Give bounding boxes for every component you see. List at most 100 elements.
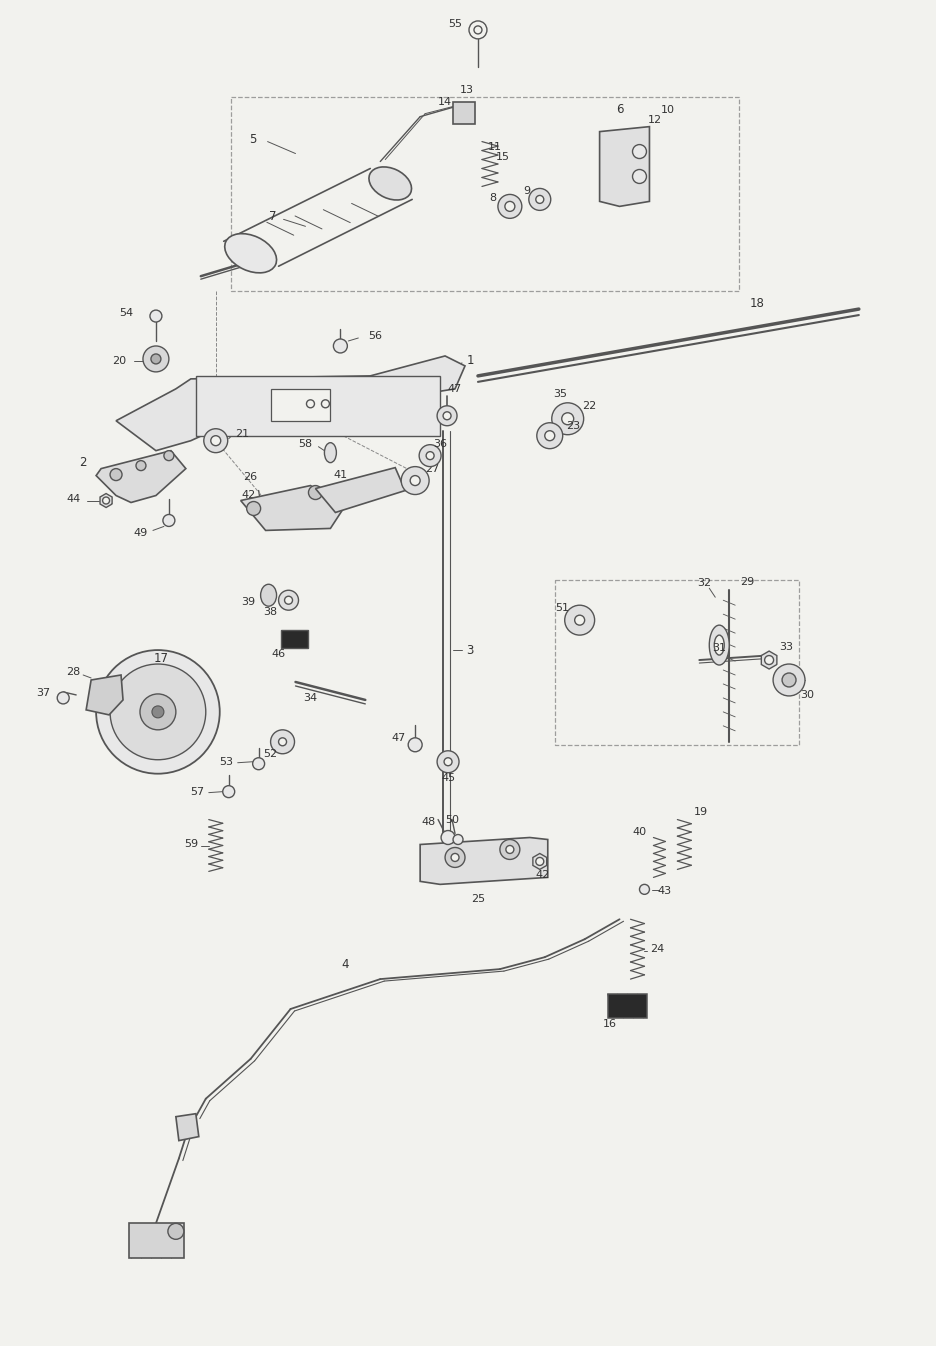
Circle shape: [321, 400, 329, 408]
Circle shape: [505, 845, 514, 853]
Text: 38: 38: [264, 607, 278, 618]
Text: 7: 7: [269, 210, 276, 223]
Polygon shape: [600, 127, 650, 206]
Circle shape: [110, 468, 122, 481]
Text: 46: 46: [271, 649, 285, 660]
Text: 41: 41: [333, 470, 347, 479]
Text: 17: 17: [154, 651, 168, 665]
Text: 23: 23: [566, 421, 580, 431]
Text: 42: 42: [535, 871, 550, 880]
Bar: [271, 389, 330, 421]
Circle shape: [419, 444, 441, 467]
Circle shape: [639, 884, 650, 894]
Polygon shape: [241, 486, 345, 530]
Circle shape: [150, 310, 162, 322]
Circle shape: [564, 606, 594, 635]
Text: 13: 13: [460, 85, 474, 94]
Text: 22: 22: [582, 401, 597, 411]
Text: 5: 5: [249, 133, 256, 147]
Circle shape: [535, 857, 544, 865]
Text: 31: 31: [712, 643, 726, 653]
Text: 37: 37: [37, 688, 51, 699]
Circle shape: [333, 339, 347, 353]
Ellipse shape: [714, 635, 724, 656]
Text: 14: 14: [438, 97, 452, 106]
Circle shape: [163, 514, 175, 526]
Text: 45: 45: [441, 773, 455, 782]
Circle shape: [247, 502, 260, 516]
Circle shape: [223, 786, 235, 798]
Circle shape: [782, 673, 796, 686]
Bar: [607, 995, 648, 1018]
Text: 58: 58: [299, 439, 313, 448]
Circle shape: [96, 650, 220, 774]
Circle shape: [498, 194, 522, 218]
Text: 20: 20: [112, 355, 126, 366]
Text: 32: 32: [697, 579, 711, 588]
Text: 18: 18: [750, 296, 765, 310]
Bar: [196, 376, 440, 436]
Text: 54: 54: [119, 308, 133, 318]
Text: 39: 39: [241, 598, 256, 607]
Text: 52: 52: [264, 748, 278, 759]
Circle shape: [535, 195, 544, 203]
Circle shape: [211, 436, 221, 446]
Circle shape: [562, 413, 574, 425]
Text: 43: 43: [657, 887, 671, 896]
Text: 16: 16: [603, 1019, 617, 1028]
Circle shape: [271, 730, 295, 754]
Circle shape: [529, 188, 550, 210]
Circle shape: [453, 835, 463, 844]
Text: 50: 50: [445, 814, 459, 825]
Text: 33: 33: [779, 642, 793, 651]
Circle shape: [253, 758, 265, 770]
Ellipse shape: [225, 234, 276, 273]
Circle shape: [279, 738, 286, 746]
Text: 19: 19: [695, 806, 709, 817]
Circle shape: [152, 705, 164, 717]
Circle shape: [773, 664, 805, 696]
Ellipse shape: [369, 167, 412, 201]
Text: 6: 6: [616, 104, 623, 116]
Text: 36: 36: [433, 439, 447, 448]
Circle shape: [443, 412, 451, 420]
Text: 29: 29: [740, 577, 754, 587]
Circle shape: [551, 402, 584, 435]
Text: 26: 26: [243, 471, 257, 482]
Circle shape: [633, 144, 647, 159]
Bar: [281, 630, 309, 647]
Circle shape: [575, 615, 585, 625]
Text: 49: 49: [134, 529, 148, 538]
Text: 10: 10: [661, 105, 675, 114]
Circle shape: [402, 467, 429, 494]
Circle shape: [164, 451, 174, 460]
Ellipse shape: [709, 625, 729, 665]
Circle shape: [444, 758, 452, 766]
Bar: [129, 1224, 183, 1259]
Circle shape: [505, 202, 515, 211]
Polygon shape: [116, 355, 465, 451]
Text: 51: 51: [555, 603, 569, 614]
Bar: [453, 102, 475, 124]
Text: 2: 2: [80, 456, 87, 470]
Text: 21: 21: [236, 429, 250, 439]
Text: 27: 27: [425, 463, 439, 474]
Text: 42: 42: [241, 490, 256, 499]
Text: 55: 55: [448, 19, 462, 28]
Ellipse shape: [260, 584, 276, 606]
Circle shape: [451, 853, 459, 861]
Text: 56: 56: [368, 331, 382, 341]
Circle shape: [110, 664, 206, 759]
Circle shape: [279, 591, 299, 610]
Circle shape: [309, 486, 322, 499]
Circle shape: [545, 431, 555, 440]
Circle shape: [441, 830, 455, 844]
Text: 11: 11: [488, 141, 502, 152]
Circle shape: [410, 475, 420, 486]
Text: 24: 24: [651, 944, 665, 954]
Text: 44: 44: [66, 494, 80, 503]
Polygon shape: [176, 1113, 198, 1140]
Polygon shape: [96, 451, 186, 502]
Polygon shape: [100, 494, 112, 507]
Circle shape: [136, 460, 146, 471]
